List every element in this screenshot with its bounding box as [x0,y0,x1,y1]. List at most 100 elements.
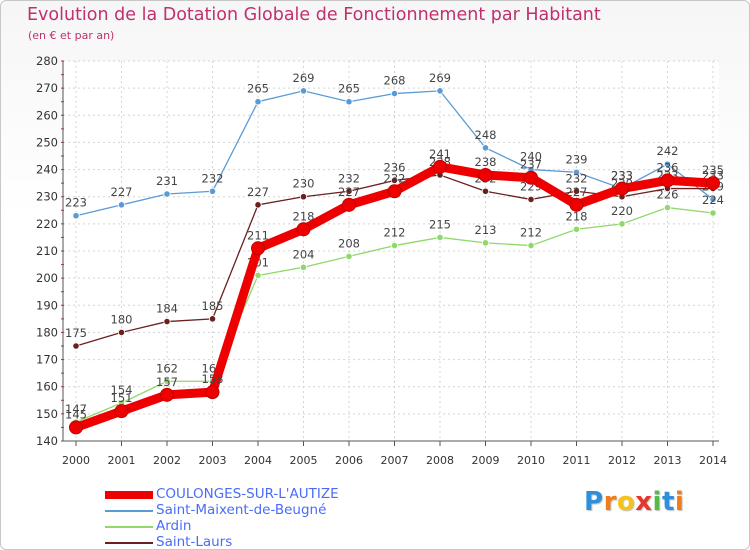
proxiti-logo: Proxiti [584,487,684,517]
data-point [527,241,535,250]
y-tick-label: 250 [36,135,58,149]
data-label: 220 [611,204,633,218]
data-point [481,187,490,195]
data-point [251,241,265,256]
data-label: 154 [111,383,133,397]
x-tick-label: 2003 [199,454,227,467]
data-label: 151 [111,391,133,405]
data-point [478,168,493,182]
data-label: 240 [520,150,542,164]
data-label: 233 [611,169,633,183]
logo-letter: r [603,487,617,517]
data-point [572,187,581,195]
legend-swatch [105,491,153,499]
data-point [618,220,626,228]
data-point [527,195,535,204]
x-tick-label: 2011 [563,454,591,467]
data-label: 215 [429,217,451,231]
y-tick-label: 140 [36,434,58,448]
data-point [117,201,126,209]
data-point [390,176,399,185]
data-point [254,271,262,280]
data-point [615,181,629,196]
logo-letter: o [616,487,636,517]
data-label: 224 [702,193,724,207]
data-label: 227 [111,185,133,199]
data-label: 158 [202,372,224,386]
data-label: 226 [657,188,679,202]
legend-label: Saint-Maixent-de-Beugné [156,502,327,518]
x-tick-label: 2001 [108,454,136,467]
y-tick-label: 220 [36,217,58,231]
legend-swatch [105,526,153,528]
x-tick-label: 2007 [381,454,409,467]
data-label: 184 [156,302,178,316]
data-point [160,387,174,402]
chart-title: Evolution de la Dotation Globale de Fonc… [27,5,601,25]
x-tick-label: 2012 [608,454,636,467]
data-point [345,252,353,261]
legend-label: COULONGES-SUR-L'AUTIZE [156,486,339,502]
data-label: 235 [702,163,724,177]
y-tick-label: 150 [36,407,58,421]
data-point [390,241,399,250]
data-label: 227 [247,185,269,199]
data-point [208,315,217,323]
chart-subtitle: (en € et par an) [28,29,115,42]
data-label: 218 [566,209,588,223]
data-label: 237 [520,158,542,172]
data-label: 269 [293,71,315,85]
data-point [436,87,444,95]
x-tick-label: 2009 [472,454,500,467]
data-point [296,222,311,237]
data-label: 233 [611,169,633,183]
data-point [69,420,83,435]
data-label: 211 [247,228,269,242]
data-label: 147 [65,402,87,416]
data-label: 265 [338,82,360,96]
data-point [709,209,717,217]
series-saint-maixent-de-beugn: 223 227 231 232 265 269 265 268 269 248 240 239 233 2… [65,71,724,220]
x-tick-label: 2008 [426,454,454,467]
y-tick-label: 180 [36,325,58,339]
data-point [572,225,581,233]
logo-letter: P [584,487,604,517]
data-point [72,342,80,350]
y-tick-label: 260 [36,108,58,122]
y-tick-label: 270 [36,81,58,95]
data-label: 208 [338,236,360,250]
data-label: 232 [384,171,406,185]
y-tick-label: 160 [36,380,58,394]
x-tick-label: 2006 [335,454,363,467]
data-point [163,377,171,385]
data-point [481,239,490,247]
data-point [208,187,217,195]
x-tick-label: 2010 [517,454,545,467]
data-label: 236 [384,160,406,174]
data-point [569,197,584,212]
x-tick-label: 2005 [290,454,318,467]
x-tick-label: 2013 [654,454,682,467]
data-point [254,201,262,209]
y-tick-label: 190 [36,298,58,312]
legend-label: Ardin [156,518,192,534]
data-label: 162 [156,361,178,375]
data-point [342,197,356,212]
data-label: 223 [65,196,87,210]
data-point [345,98,353,106]
data-label: 213 [475,223,497,237]
data-point [706,176,720,191]
data-label: 232 [566,171,588,185]
data-point [663,203,672,212]
data-label: 185 [202,299,224,313]
data-point [299,193,308,201]
data-label: 180 [111,312,133,326]
y-tick-label: 170 [36,353,58,367]
data-point [163,317,171,326]
data-label: 145 [65,407,87,421]
data-point [299,87,308,95]
data-point [72,212,80,220]
x-tick-label: 2002 [153,454,181,467]
